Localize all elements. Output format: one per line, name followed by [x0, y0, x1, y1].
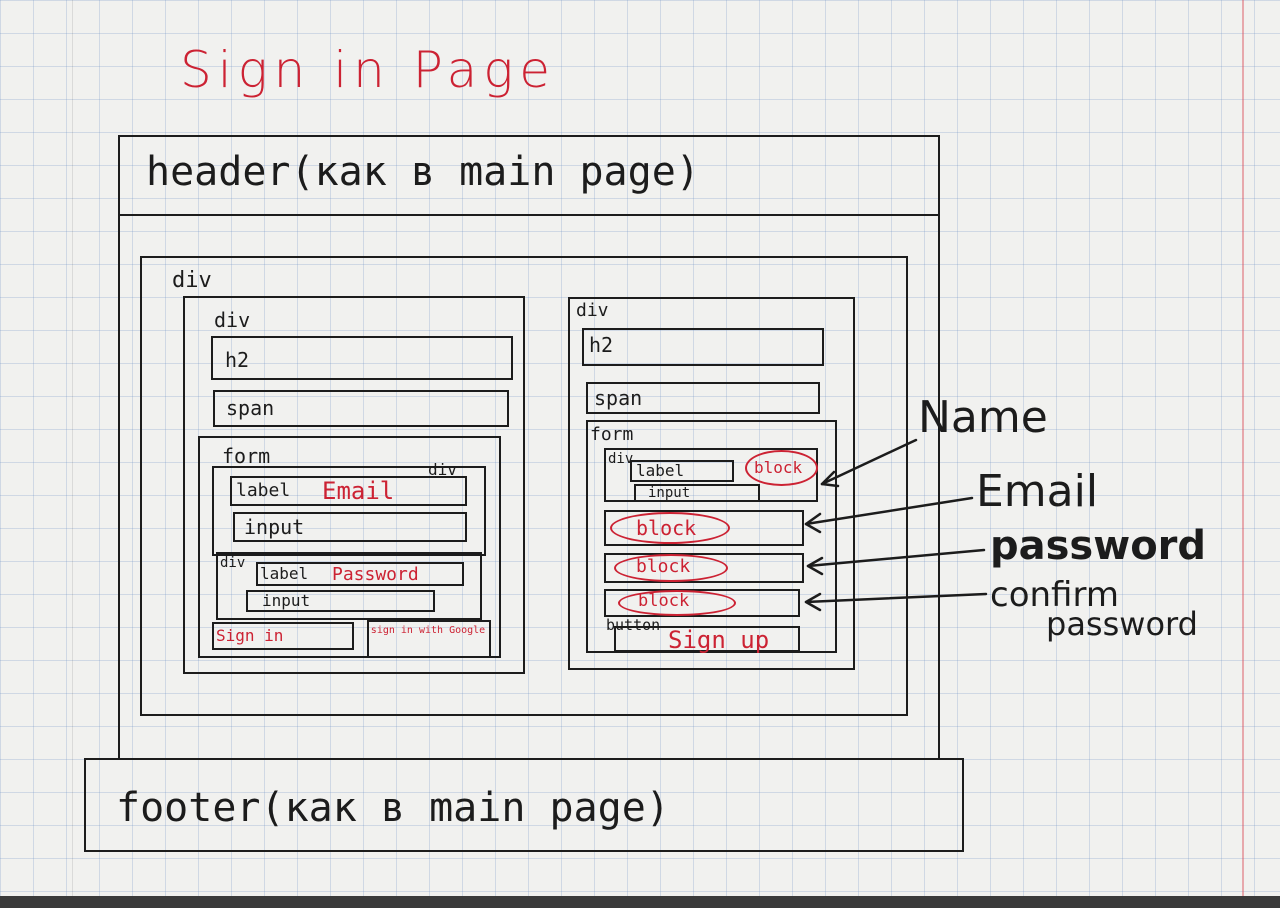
signin-email-text: Email	[322, 477, 395, 505]
footer-section	[84, 758, 964, 852]
signin-span-label: span	[226, 396, 275, 420]
annotation-confirm-password: password	[1046, 605, 1198, 643]
signin-password-input[interactable]	[246, 590, 435, 612]
signin-password-input-label: input	[262, 591, 311, 610]
signin-email-div-label: div	[428, 460, 457, 479]
signup-confirm-block-oval	[618, 590, 736, 616]
signup-password-field[interactable]	[604, 553, 804, 583]
signup-div	[568, 297, 855, 670]
email-arrow	[804, 496, 974, 526]
footer-label: footer(как в main page)	[116, 785, 670, 831]
desk-edge	[0, 896, 1280, 908]
signin-email-label-box	[230, 476, 467, 506]
name-arrow	[820, 438, 918, 486]
signin-button-label: Sign in	[216, 626, 284, 645]
annotation-email: Email	[976, 466, 1099, 517]
signin-email-input-label: input	[244, 515, 305, 539]
signup-div-label: div	[576, 300, 609, 321]
signin-password-label-tag: label	[260, 564, 309, 583]
signup-name-block: block	[754, 458, 803, 477]
signin-password-text: Password	[332, 564, 419, 585]
signup-span-label: span	[594, 386, 643, 410]
signup-name-div-label: div	[608, 451, 634, 467]
signup-password-block-oval	[614, 554, 728, 582]
annotation-name: Name	[918, 392, 1048, 443]
signup-email-field[interactable]	[604, 510, 804, 546]
signup-name-block-oval	[745, 450, 818, 486]
signup-name-label-tag: label	[636, 461, 685, 480]
google-signin-button[interactable]	[367, 620, 491, 658]
signup-name-label-box	[630, 460, 734, 482]
signin-h2	[211, 336, 513, 380]
signup-button[interactable]	[614, 626, 800, 652]
outer-div-label: div	[172, 268, 212, 293]
signin-form	[198, 436, 501, 658]
signup-h2-label: h2	[589, 333, 614, 357]
signup-form-label: form	[590, 424, 634, 445]
page-title: Sign in Page	[180, 41, 557, 99]
signin-password-div-label: div	[220, 555, 246, 571]
annotation-password: password	[990, 523, 1207, 569]
outer-div	[140, 256, 908, 716]
signin-span	[213, 390, 509, 427]
confirm-arrow	[804, 592, 988, 604]
signup-name-input-label: input	[648, 485, 691, 501]
signin-form-label: form	[222, 444, 271, 468]
signup-form	[586, 420, 837, 653]
header-label: header(как в main page)	[146, 149, 700, 195]
signin-password-div	[216, 552, 482, 620]
signup-button-tag: button	[606, 616, 661, 634]
signup-password-block: block	[636, 556, 691, 577]
notebook-margin-line	[1242, 0, 1244, 908]
signin-h2-label: h2	[225, 348, 250, 372]
signin-password-label-box	[256, 562, 464, 586]
signup-confirm-block: block	[638, 591, 690, 611]
signin-button[interactable]	[212, 622, 354, 650]
signin-email-label-tag: label	[236, 480, 291, 501]
signin-div-label: div	[214, 308, 251, 332]
password-arrow	[806, 548, 986, 568]
signin-email-input[interactable]	[233, 512, 467, 542]
signup-button-label: Sign up	[668, 626, 770, 654]
notebook-fold	[72, 0, 73, 908]
signup-email-block-oval	[610, 512, 730, 544]
signin-email-div	[212, 466, 486, 556]
signin-div	[183, 296, 525, 674]
annotation-confirm: confirm	[990, 575, 1119, 615]
signup-confirm-field[interactable]	[604, 589, 800, 617]
google-signin-button-label: sign in with Google	[370, 625, 486, 636]
signup-span	[586, 382, 820, 414]
signup-h2	[582, 328, 824, 366]
signup-email-block: block	[636, 516, 697, 540]
header-section	[118, 135, 940, 216]
signup-name-input[interactable]	[634, 484, 760, 502]
